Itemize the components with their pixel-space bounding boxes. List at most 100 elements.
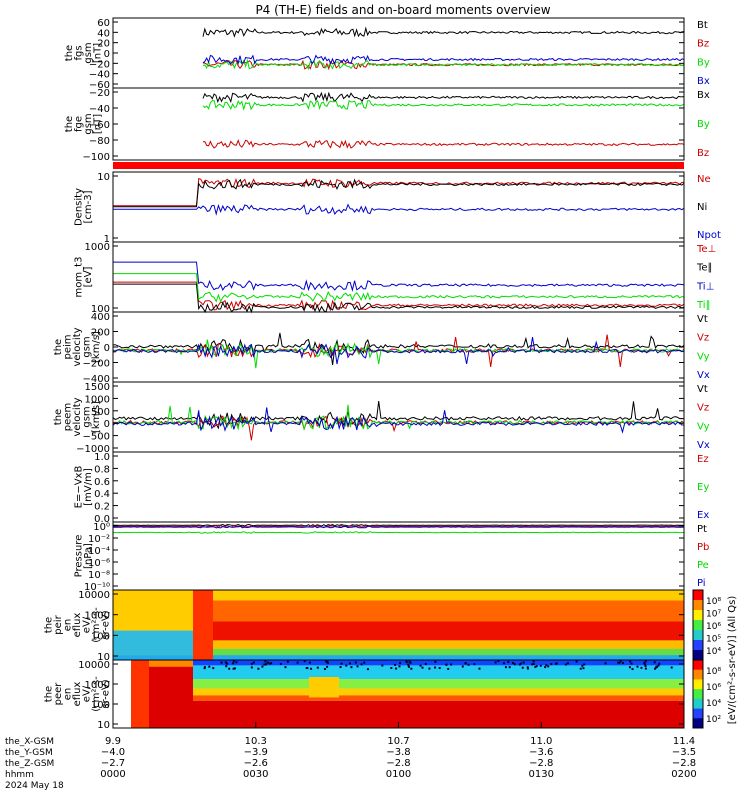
y-tick-label: 100 [91,700,110,711]
heatmap-pixel [535,665,538,668]
heatmap-pixel [450,663,453,666]
x-tick-label: −2.6 [244,758,268,769]
legend-Ti⊥: Ti⊥ [696,281,714,292]
y-tick-label: 10⁻⁴ [88,546,110,557]
heatmap-pixel [643,661,646,664]
y-axis-label: [eV] [83,267,94,288]
y-tick-label: 0 [104,343,110,354]
heatmap-pixel [497,660,500,663]
legend-Vx: Vx [697,370,710,381]
y-tick-label: 10⁻⁸ [88,570,110,581]
colorbar-segment [693,718,703,729]
legend-Bx: Bx [697,90,710,101]
y-axis-label: velocity [72,327,83,366]
series-By [202,58,685,71]
x-tick-label: −3.9 [244,747,268,758]
series-Pi [112,525,685,529]
heatmap-pixel [399,662,402,665]
colorbar-segment [693,620,703,631]
heatmap-pixel [640,666,643,669]
colorbar-frame [692,659,704,729]
colorbar-tick-label: 10⁶ [706,622,721,632]
legend-Vz: Vz [697,403,709,414]
heatmap-pixel [621,662,624,665]
heatmap-pixel [522,661,525,664]
colorbar-segment [693,679,703,690]
heatmap-pixel [670,666,673,669]
heatmap-pixel [508,666,511,669]
heatmap-band [113,648,684,656]
y-tick-label: 10⁰ [93,522,110,533]
heatmap-pixel [655,665,658,668]
heatmap-pixel [539,664,542,667]
heatmap-pixel [494,661,497,664]
y-tick-label: 10⁻¹⁰ [84,582,110,593]
heatmap-pixel [504,666,507,669]
legend-Vx: Vx [697,440,710,451]
y-tick-label: 100 [91,631,110,642]
heatmap-pixel [653,667,656,670]
y-tick-label: 10⁻⁶ [88,558,110,569]
heatmap-pixel [419,664,422,667]
heatmap-pixel [513,663,516,666]
heatmap-pixel [531,663,534,666]
legend-Vt: Vt [697,314,708,325]
x-tick-label: −3.6 [529,747,553,758]
series-Vx [112,337,685,365]
y-axis-label: peem [63,403,74,431]
y-tick-label: 1000 [85,242,110,253]
heatmap-band [113,655,684,660]
panel-4: 1000 100 mom_t3[eV] Te⊥ Te∥ Ti⊥ Ti∥ [73,241,716,315]
heatmap-pixel [232,662,235,665]
y-tick-label: −1000 [76,444,110,455]
heatmap-band [113,621,684,641]
heatmap-region [149,660,193,667]
heatmap-pixel [564,663,567,666]
y-axis-label: the [53,339,64,355]
x-tick-label: 11.4 [673,736,695,747]
y-axis-label: [nT] [92,43,103,63]
heatmap-pixel [544,666,547,669]
heatmap-pixel [582,667,585,670]
heatmap-pixel [395,667,398,670]
heatmap-pixel [464,662,467,665]
heatmap-pixel [303,660,306,663]
heatmap-pixel [657,664,660,667]
panel-frame [112,451,685,523]
y-tick-label: 0.0 [94,514,110,525]
y-tick-label: 1.0 [94,452,110,463]
y-axis-label: the [64,116,75,132]
heatmap-pixel [326,661,329,664]
y-tick-label: 10⁻² [88,534,110,545]
heatmap-pixel [473,663,476,666]
heatmap-pixel [232,667,235,670]
legend-Npot: Npot [697,230,721,241]
y-tick-label: 0.8 [94,464,110,475]
heatmap-pixel [390,666,393,669]
y-axis-label: fge [73,116,84,132]
y-tick-label: 10000 [78,590,110,601]
y-tick-label: −200 [83,359,110,370]
heatmap-pixel [225,662,228,665]
legend-Te⊥: Te⊥ [696,244,716,255]
colorbar-segment [693,630,703,641]
y-tick-label: −60 [89,80,110,91]
y-axis-label: the [44,617,55,633]
heatmap-pixel [526,666,529,669]
colorbar-segment [693,660,703,671]
y-tick-label: 20 [97,39,110,50]
y-axis-label: velocity [72,397,83,436]
heatmap-pixel [354,661,357,664]
legend-Pe: Pe [697,560,709,571]
heatmap-pixel [208,665,211,668]
x-tick-label: −3.5 [672,747,696,758]
y-tick-label: −500 [83,432,110,443]
heatmap-pixel [434,660,437,663]
y-tick-label: 0.2 [94,502,110,513]
series-Vt [112,332,685,365]
y-tick-label: −60 [89,120,110,131]
series-Ti∥ [113,273,685,303]
heatmap-pixel [532,660,535,663]
y-axis-label: [nT] [92,114,103,134]
